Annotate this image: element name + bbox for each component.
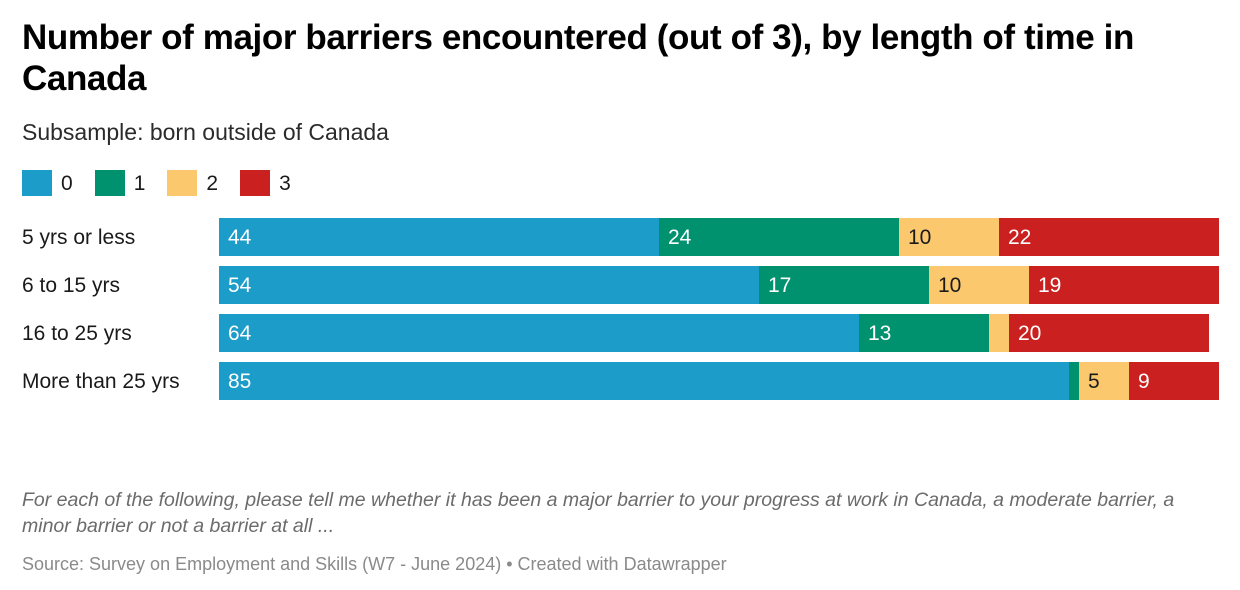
bar-segment-value-label: 13 [868, 321, 892, 345]
chart-note: For each of the following, please tell m… [22, 488, 1175, 537]
bar-segment-value-label: 5 [1088, 369, 1100, 393]
legend-swatch-icon [22, 170, 52, 197]
bar-segment-value-label: 44 [228, 225, 252, 249]
bar-row: 5 yrs or less 44 24 10 22 [22, 218, 1219, 257]
legend-item-label: 1 [133, 171, 146, 195]
bar-segment-value-label: 85 [228, 369, 252, 393]
bar-row: 16 to 25 yrs 64 13 20 [22, 314, 1219, 353]
bar-row: More than 25 yrs 85 5 9 [22, 362, 1219, 401]
bar-segment-series-1[interactable]: 17 [759, 266, 929, 305]
bar-segment-value-label: 10 [908, 225, 932, 249]
legend-item-2[interactable]: 2 [167, 170, 219, 197]
bar-segment-value-label: 17 [768, 273, 792, 297]
legend-item-label: 0 [61, 171, 73, 195]
bar-row-category-label: 5 yrs or less [22, 225, 136, 249]
chart-subtitle: Subsample: born outside of Canada [22, 118, 389, 145]
bar-segment-value-label: 22 [1008, 225, 1032, 249]
bar-segment-series-3[interactable]: 19 [1029, 266, 1219, 305]
bar-segment-series-0[interactable]: 44 [219, 218, 659, 257]
legend-swatch-icon [94, 170, 125, 197]
bar-segment-series-2[interactable] [989, 314, 1009, 353]
bar-track: 44 24 10 22 [219, 218, 1219, 257]
bar-row: 6 to 15 yrs 54 17 10 19 [22, 266, 1219, 305]
legend-item-0[interactable]: 0 [22, 170, 73, 197]
chart-title: Number of major barriers encountered (ou… [22, 18, 1134, 98]
bar-segment-series-3[interactable]: 20 [1009, 314, 1209, 353]
chart-footer: For each of the following, please tell m… [22, 488, 1218, 576]
legend-item-label: 2 [206, 171, 219, 195]
bar-segment-series-3[interactable]: 22 [999, 218, 1219, 257]
bar-segment-value-label: 10 [938, 273, 962, 297]
bar-segment-value-label: 19 [1038, 273, 1062, 297]
legend-item-1[interactable]: 1 [94, 170, 146, 197]
bar-segment-series-0[interactable]: 64 [219, 314, 859, 353]
bar-segment-series-1[interactable] [1069, 362, 1079, 401]
bar-segment-series-2[interactable]: 10 [899, 218, 999, 257]
bar-segment-value-label: 24 [668, 225, 692, 249]
legend-swatch-icon [167, 170, 198, 197]
bar-segment-series-3[interactable]: 9 [1129, 362, 1219, 401]
bar-segment-series-0[interactable]: 54 [219, 266, 759, 305]
bar-segment-series-2[interactable]: 10 [929, 266, 1029, 305]
bar-segment-value-label: 64 [228, 321, 252, 345]
legend-item-label: 3 [279, 171, 291, 195]
bar-row-category-label: 6 to 15 yrs [22, 273, 121, 297]
bar-track: 54 17 10 19 [219, 266, 1219, 305]
bar-row-category-label: More than 25 yrs [22, 369, 180, 393]
bar-segment-series-1[interactable]: 24 [659, 218, 899, 257]
chart-legend: 0 1 2 3 [22, 146, 1218, 197]
bar-row-category-label: 16 to 25 yrs [22, 321, 132, 345]
chart-source: Source: Survey on Employment and Skills … [22, 554, 727, 575]
bar-segment-series-1[interactable]: 13 [859, 314, 989, 353]
bar-segment-value-label: 9 [1138, 369, 1150, 393]
bar-segment-value-label: 54 [228, 273, 252, 297]
bar-segment-series-0[interactable]: 85 [219, 362, 1069, 401]
bar-track: 64 13 20 [219, 314, 1219, 353]
bar-track: 85 5 9 [219, 362, 1219, 401]
legend-item-3[interactable]: 3 [240, 170, 291, 197]
legend-swatch-icon [240, 170, 271, 197]
bar-segment-value-label: 20 [1018, 321, 1042, 345]
bar-segment-series-2[interactable]: 5 [1079, 362, 1129, 401]
chart-plot-area: 5 yrs or less 44 24 10 22 6 to 15 yrs 54 17 10 19… [22, 218, 1219, 401]
